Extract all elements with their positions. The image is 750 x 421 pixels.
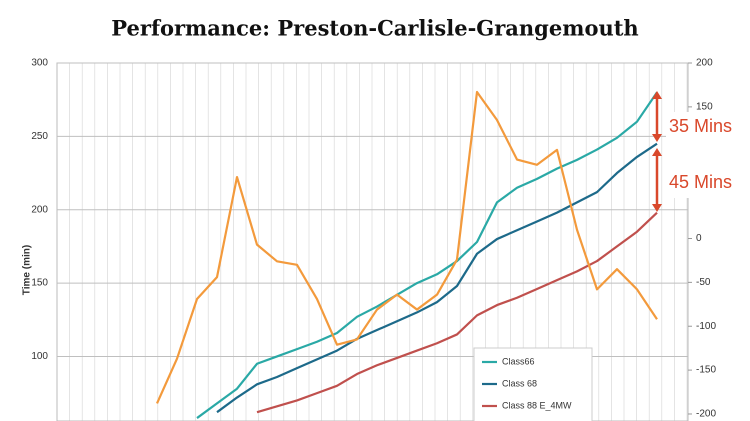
y2-tick-label: 0 xyxy=(696,233,702,244)
series-line xyxy=(155,90,658,404)
y2-tick-label: -200 xyxy=(696,409,716,420)
y2-tick-label: -100 xyxy=(696,321,716,332)
y-tick-label: 250 xyxy=(31,131,48,142)
y2-tick-label: -150 xyxy=(696,365,716,376)
plot xyxy=(155,90,658,419)
series-line xyxy=(256,211,658,414)
annotation: 45 Mins xyxy=(669,172,732,192)
arrow-head xyxy=(652,204,662,212)
y-tick-label: 200 xyxy=(31,204,48,215)
y2-tick-label: 200 xyxy=(696,58,713,69)
arrow-head xyxy=(652,91,662,99)
y-axis-label: Time (min) xyxy=(22,245,33,295)
y-tick-label: 300 xyxy=(31,58,48,69)
series-line xyxy=(216,142,658,414)
annotation-bg xyxy=(666,112,748,198)
y-tick-label: 150 xyxy=(31,278,48,289)
y-tick-label: 100 xyxy=(31,351,48,362)
legend-label: Class 88 E_4MW xyxy=(502,400,572,410)
series-line xyxy=(196,91,658,419)
legend-label: Class66 xyxy=(502,356,535,366)
y2-tick-label: 150 xyxy=(696,102,713,113)
annotation: 35 Mins xyxy=(669,116,732,136)
legend-label: Class 68 xyxy=(502,378,537,388)
arrow-head xyxy=(652,148,662,156)
arrow-head xyxy=(652,134,662,142)
y2-tick-label: -50 xyxy=(696,277,711,288)
chart-title: Performance: Preston-Carlisle-Grangemout… xyxy=(111,16,638,41)
